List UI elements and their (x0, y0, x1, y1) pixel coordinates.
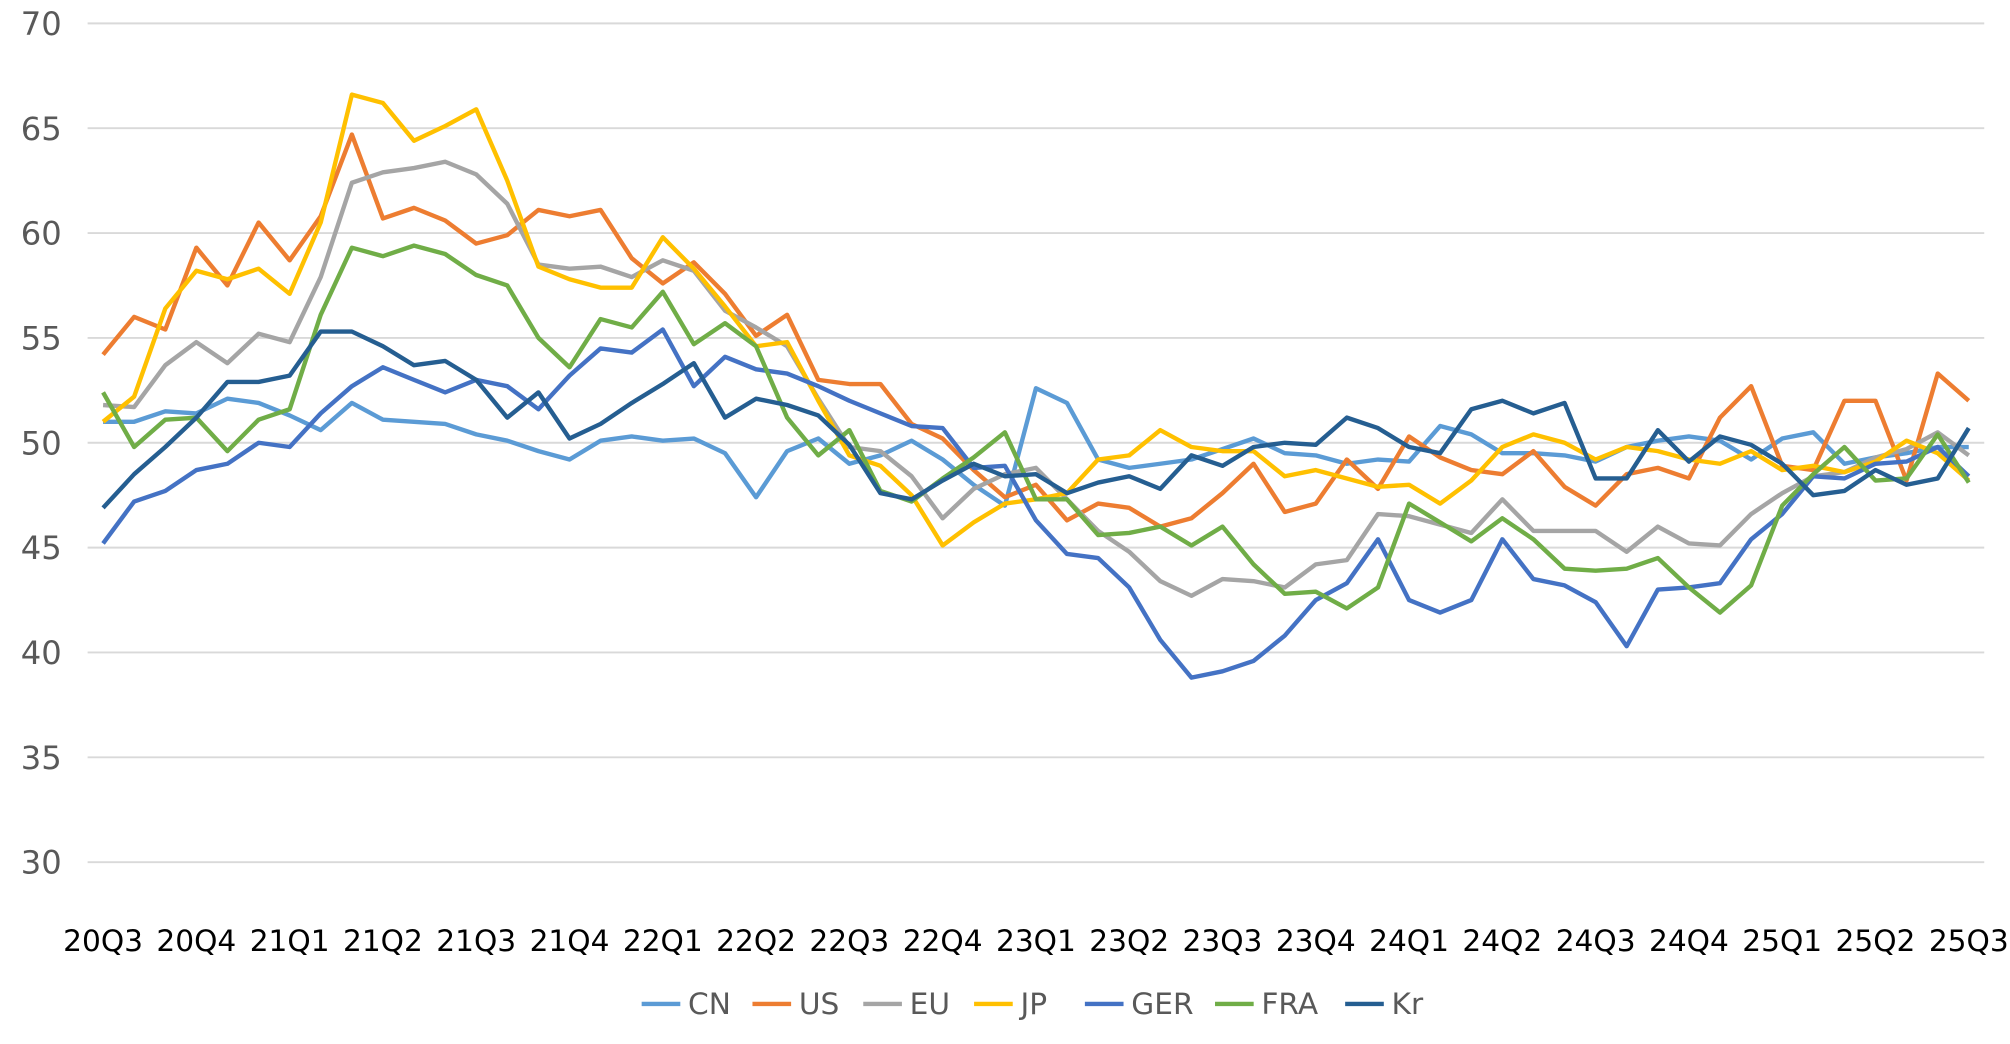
x-tick-label: 23Q4 (1276, 923, 1356, 958)
x-tick-label: 25Q1 (1742, 923, 1822, 958)
gridlines (87, 22, 1985, 864)
y-tick-label: 50 (21, 424, 62, 462)
legend-label: FRA (1261, 986, 1318, 1021)
x-tick-label: 23Q3 (1183, 923, 1263, 958)
legend-item-kr: Kr (1345, 986, 1424, 1021)
legend-label: EU (910, 986, 950, 1021)
x-tick-label: 23Q2 (1089, 923, 1169, 958)
legend-item-fra: FRA (1215, 986, 1319, 1021)
legend-item-cn: CN (641, 986, 731, 1021)
legend-label: JP (1018, 986, 1047, 1021)
y-tick-label: 30 (21, 844, 62, 882)
y-axis-ticks: 30 35 40 45 50 55 60 65 70 (21, 5, 62, 882)
x-tick-label: 24Q2 (1462, 923, 1542, 958)
x-tick-label: 22Q1 (623, 923, 703, 958)
series-line-us (101, 132, 1971, 529)
x-tick-label: 21Q3 (436, 923, 516, 958)
x-tick-label: 21Q1 (250, 923, 330, 958)
x-tick-label: 25Q2 (1836, 923, 1916, 958)
x-tick-label: 24Q3 (1556, 923, 1636, 958)
legend-item-us: US (752, 986, 839, 1021)
x-tick-label: 21Q4 (530, 923, 610, 958)
y-tick-label: 40 (21, 634, 62, 672)
x-tick-label: 20Q3 (63, 923, 143, 958)
x-tick-label: 21Q2 (343, 923, 423, 958)
x-tick-label: 24Q1 (1369, 923, 1449, 958)
x-tick-label: 22Q2 (716, 923, 796, 958)
legend-item-eu: EU (863, 986, 950, 1021)
legend-label: US (799, 986, 840, 1021)
y-tick-label: 55 (21, 320, 62, 358)
legend-item-jp: JP (974, 986, 1047, 1021)
series-line-fra (101, 243, 1971, 615)
legend-item-ger: GER (1084, 986, 1194, 1021)
x-tick-label: 20Q4 (156, 923, 236, 958)
series-line-ger (101, 327, 1971, 680)
legend: CN US EU JP GER FRA Kr (641, 986, 1424, 1021)
y-tick-label: 60 (21, 215, 62, 253)
legend-label: CN (688, 986, 731, 1021)
series-line-kr (101, 329, 1971, 510)
x-tick-label: 22Q4 (903, 923, 983, 958)
y-tick-label: 35 (21, 739, 62, 777)
legend-label: Kr (1392, 986, 1424, 1021)
y-tick-label: 70 (21, 5, 62, 43)
series-line-cn (103, 386, 1969, 508)
x-tick-label: 23Q1 (996, 923, 1076, 958)
x-tick-label: 25Q3 (1929, 923, 2009, 958)
y-tick-label: 45 (21, 529, 62, 567)
legend-label: GER (1131, 986, 1193, 1021)
x-tick-label: 22Q3 (809, 923, 889, 958)
x-axis-ticks: 20Q3 20Q4 21Q1 21Q2 21Q3 21Q4 22Q1 22Q2 22Q3 22Q4… (63, 923, 2009, 958)
series-lines (101, 92, 1971, 680)
x-tick-label: 24Q4 (1649, 923, 1729, 958)
series-line-eu (102, 159, 1971, 599)
y-tick-label: 65 (21, 110, 62, 148)
